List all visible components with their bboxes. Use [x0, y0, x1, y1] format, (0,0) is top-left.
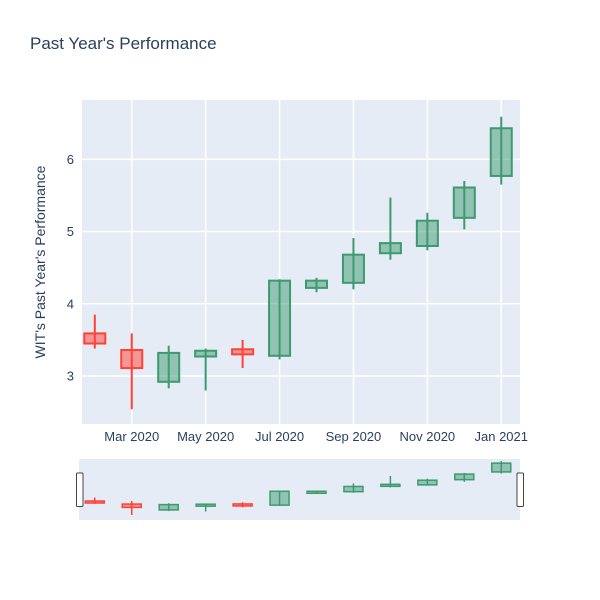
mini-candle-body	[454, 473, 475, 481]
y-tick-label: 6	[67, 152, 74, 167]
x-tick-label: Sep 2020	[326, 429, 382, 444]
candle-body	[231, 348, 255, 356]
chart-title: Past Year's Performance	[30, 34, 217, 53]
y-tick-label: 5	[67, 224, 74, 239]
mini-candle-body	[232, 503, 253, 507]
candle-body	[341, 253, 365, 284]
candle-body	[415, 219, 439, 247]
x-tick-labels: Mar 2020 May 2020 Jul 2020 Sep 2020 Nov 2020…	[104, 429, 528, 444]
mini-candle-body	[158, 503, 179, 511]
x-tick-label: Jan 2021	[475, 429, 529, 444]
plot-area[interactable]	[82, 100, 520, 424]
y-tick-label: 4	[67, 296, 74, 311]
mini-candle-body	[417, 479, 438, 486]
x-tick-label: Jul 2020	[255, 429, 304, 444]
rangeslider[interactable]	[79, 459, 520, 520]
main-candles	[83, 116, 513, 410]
mini-candle-body	[195, 503, 216, 507]
candle-body	[378, 242, 402, 255]
rangeslider-candles	[84, 461, 512, 515]
candle-body	[120, 349, 144, 370]
candle-body	[489, 127, 513, 177]
mini-candle-body	[380, 483, 401, 488]
candle-body	[194, 349, 218, 358]
mini-candle-body	[84, 500, 106, 504]
x-tick-label: Mar 2020	[104, 429, 159, 444]
candle-body	[305, 279, 328, 289]
x-tick-label: May 2020	[177, 429, 234, 444]
x-tick-label: Nov 2020	[400, 429, 456, 444]
mini-candle-body	[269, 490, 290, 506]
mini-candle-body	[306, 490, 327, 495]
rangeslider-right-handle[interactable]	[516, 472, 524, 507]
candle-body	[452, 186, 476, 219]
mini-candle-body	[121, 503, 142, 509]
mini-candle-body	[343, 485, 364, 493]
candle-body	[83, 332, 107, 345]
y-tick-labels: 3 4 5 6	[67, 152, 74, 384]
candle-body	[157, 351, 181, 383]
candle-body	[268, 279, 292, 357]
rangeslider-left-handle[interactable]	[76, 472, 84, 507]
mini-candle-body	[491, 462, 512, 473]
y-tick-label: 3	[67, 369, 74, 384]
